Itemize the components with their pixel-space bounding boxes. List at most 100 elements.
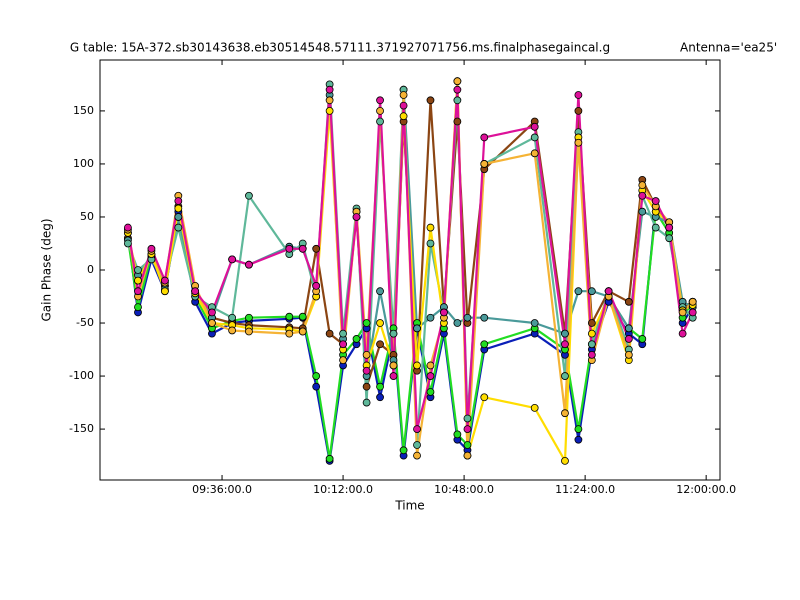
data-point — [325, 96, 334, 105]
data-point — [208, 308, 216, 317]
data-point — [134, 266, 142, 274]
data-point — [285, 312, 294, 321]
data-point — [426, 361, 435, 370]
data-point — [624, 324, 633, 333]
data-point — [413, 324, 421, 333]
data-point — [480, 340, 489, 349]
data-point — [228, 313, 237, 322]
data-point — [463, 425, 472, 433]
data-point — [624, 350, 633, 359]
data-point — [426, 223, 435, 232]
data-point — [574, 425, 583, 433]
data-point — [587, 287, 596, 296]
data-point — [638, 207, 647, 216]
data-point — [426, 239, 435, 248]
data-point — [530, 122, 539, 131]
data-point — [174, 213, 183, 221]
data-point — [362, 398, 371, 407]
data-point — [530, 403, 539, 412]
data-point — [638, 191, 647, 200]
chart-title: G table: 15A-372.sb30143638.eb30514548.5… — [70, 41, 610, 55]
data-point — [587, 340, 596, 349]
data-point — [413, 361, 421, 370]
data-point — [362, 366, 371, 375]
data-point — [651, 197, 660, 205]
x-tick-label: 09:36:00.0 — [192, 483, 252, 496]
data-point — [228, 255, 237, 264]
data-point — [208, 319, 216, 327]
data-point — [463, 313, 472, 322]
antenna-label: Antenna='ea25' — [680, 41, 777, 55]
data-point — [561, 340, 569, 349]
data-point — [147, 244, 156, 253]
data-point — [574, 91, 583, 99]
data-point — [245, 260, 253, 269]
data-point — [376, 340, 384, 349]
y-tick-label: 150 — [73, 104, 94, 117]
data-point — [298, 327, 307, 336]
data-point — [665, 223, 674, 232]
data-point — [362, 382, 371, 391]
data-point — [376, 393, 384, 402]
data-point — [376, 107, 384, 115]
data-point — [376, 287, 384, 296]
data-point — [463, 414, 472, 423]
data-point — [134, 303, 142, 312]
data-point — [413, 425, 421, 433]
data-point — [352, 213, 361, 221]
data-point — [688, 308, 697, 317]
data-point — [530, 133, 539, 142]
data-point — [389, 329, 398, 338]
data-point — [245, 191, 253, 200]
data-point — [453, 85, 462, 94]
data-point — [362, 350, 371, 359]
data-point — [587, 329, 596, 338]
data-point — [426, 313, 435, 322]
data-point — [325, 107, 334, 115]
data-point — [574, 287, 583, 296]
data-point — [174, 197, 183, 205]
data-point — [561, 329, 569, 338]
data-point — [561, 372, 569, 380]
data-point — [624, 335, 633, 343]
data-point — [413, 441, 421, 449]
data-point — [453, 77, 462, 86]
data-point — [480, 133, 489, 142]
data-point — [339, 340, 347, 349]
data-point — [298, 244, 307, 253]
data-point — [587, 350, 596, 359]
data-point — [124, 239, 132, 248]
data-point — [587, 319, 596, 327]
y-tick-label: 100 — [73, 157, 94, 170]
data-point — [312, 282, 321, 290]
data-point — [480, 313, 489, 322]
data-point — [624, 297, 633, 306]
data-point — [160, 287, 169, 296]
data-point — [245, 327, 253, 336]
data-point — [399, 446, 408, 455]
data-point — [339, 329, 347, 338]
data-point — [604, 287, 613, 296]
data-point — [376, 117, 384, 126]
data-point — [362, 319, 371, 327]
data-point — [574, 435, 583, 444]
data-point — [453, 96, 462, 105]
data-point — [480, 160, 489, 168]
data-point — [638, 335, 647, 343]
data-point — [134, 287, 142, 296]
data-point — [389, 361, 398, 370]
data-point — [530, 149, 539, 158]
data-point — [312, 382, 321, 391]
data-point — [174, 204, 183, 213]
data-point — [574, 138, 583, 147]
data-point — [530, 319, 539, 327]
y-axis-label: Gain Phase (deg) — [40, 218, 54, 321]
data-point — [352, 335, 361, 343]
data-point — [285, 329, 294, 338]
data-point — [413, 451, 421, 460]
data-point — [245, 313, 253, 322]
data-point — [124, 223, 132, 232]
data-point — [453, 319, 462, 327]
